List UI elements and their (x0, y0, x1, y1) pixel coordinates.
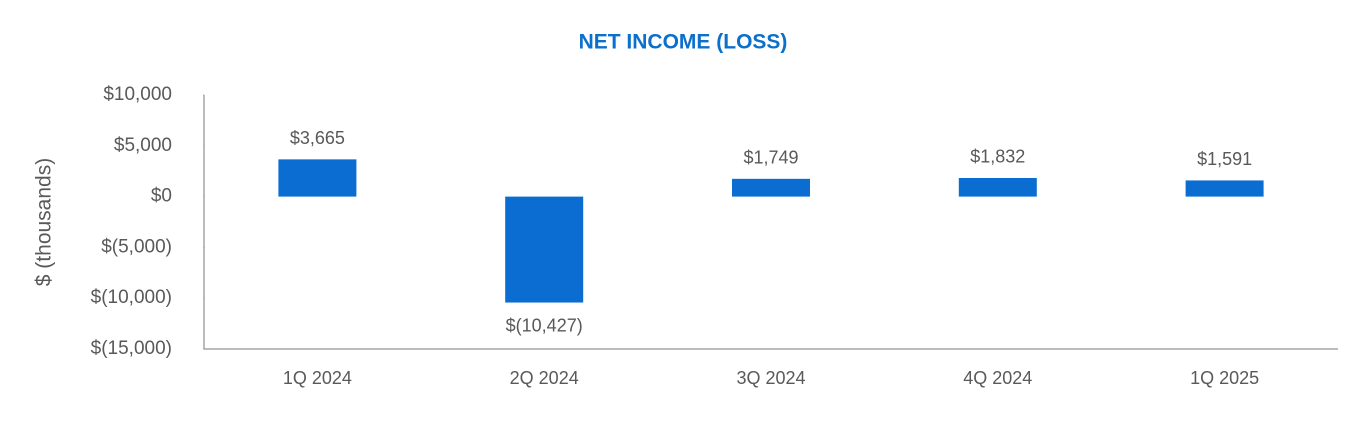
chart-title: NET INCOME (LOSS) (579, 31, 788, 54)
data-label: $(10,427) (506, 315, 583, 335)
y-tick-label: $(10,000) (91, 287, 172, 308)
bar (958, 177, 1037, 197)
x-tick-label: 1Q 2024 (283, 368, 352, 388)
data-label: $1,832 (970, 147, 1025, 167)
data-label: $3,665 (290, 128, 345, 148)
bar (1185, 180, 1264, 197)
x-tick-label: 1Q 2025 (1190, 368, 1259, 388)
x-tick-label: 3Q 2024 (736, 368, 805, 388)
x-tick-label: 4Q 2024 (963, 368, 1032, 388)
y-tick-label: $(15,000) (91, 338, 172, 359)
y-tick-label: $(5,000) (101, 236, 172, 257)
x-tick-label: 2Q 2024 (510, 368, 579, 388)
y-tick-label: $0 (151, 186, 172, 207)
bar (732, 178, 810, 197)
bar (505, 196, 584, 303)
data-label: $1,749 (743, 148, 798, 168)
data-label: $1,591 (1197, 149, 1252, 169)
bar (278, 159, 357, 197)
y-tick-label: $10,000 (103, 84, 172, 105)
y-axis-label: $ (thousands) (33, 158, 56, 286)
y-tick-label: $5,000 (114, 135, 172, 156)
